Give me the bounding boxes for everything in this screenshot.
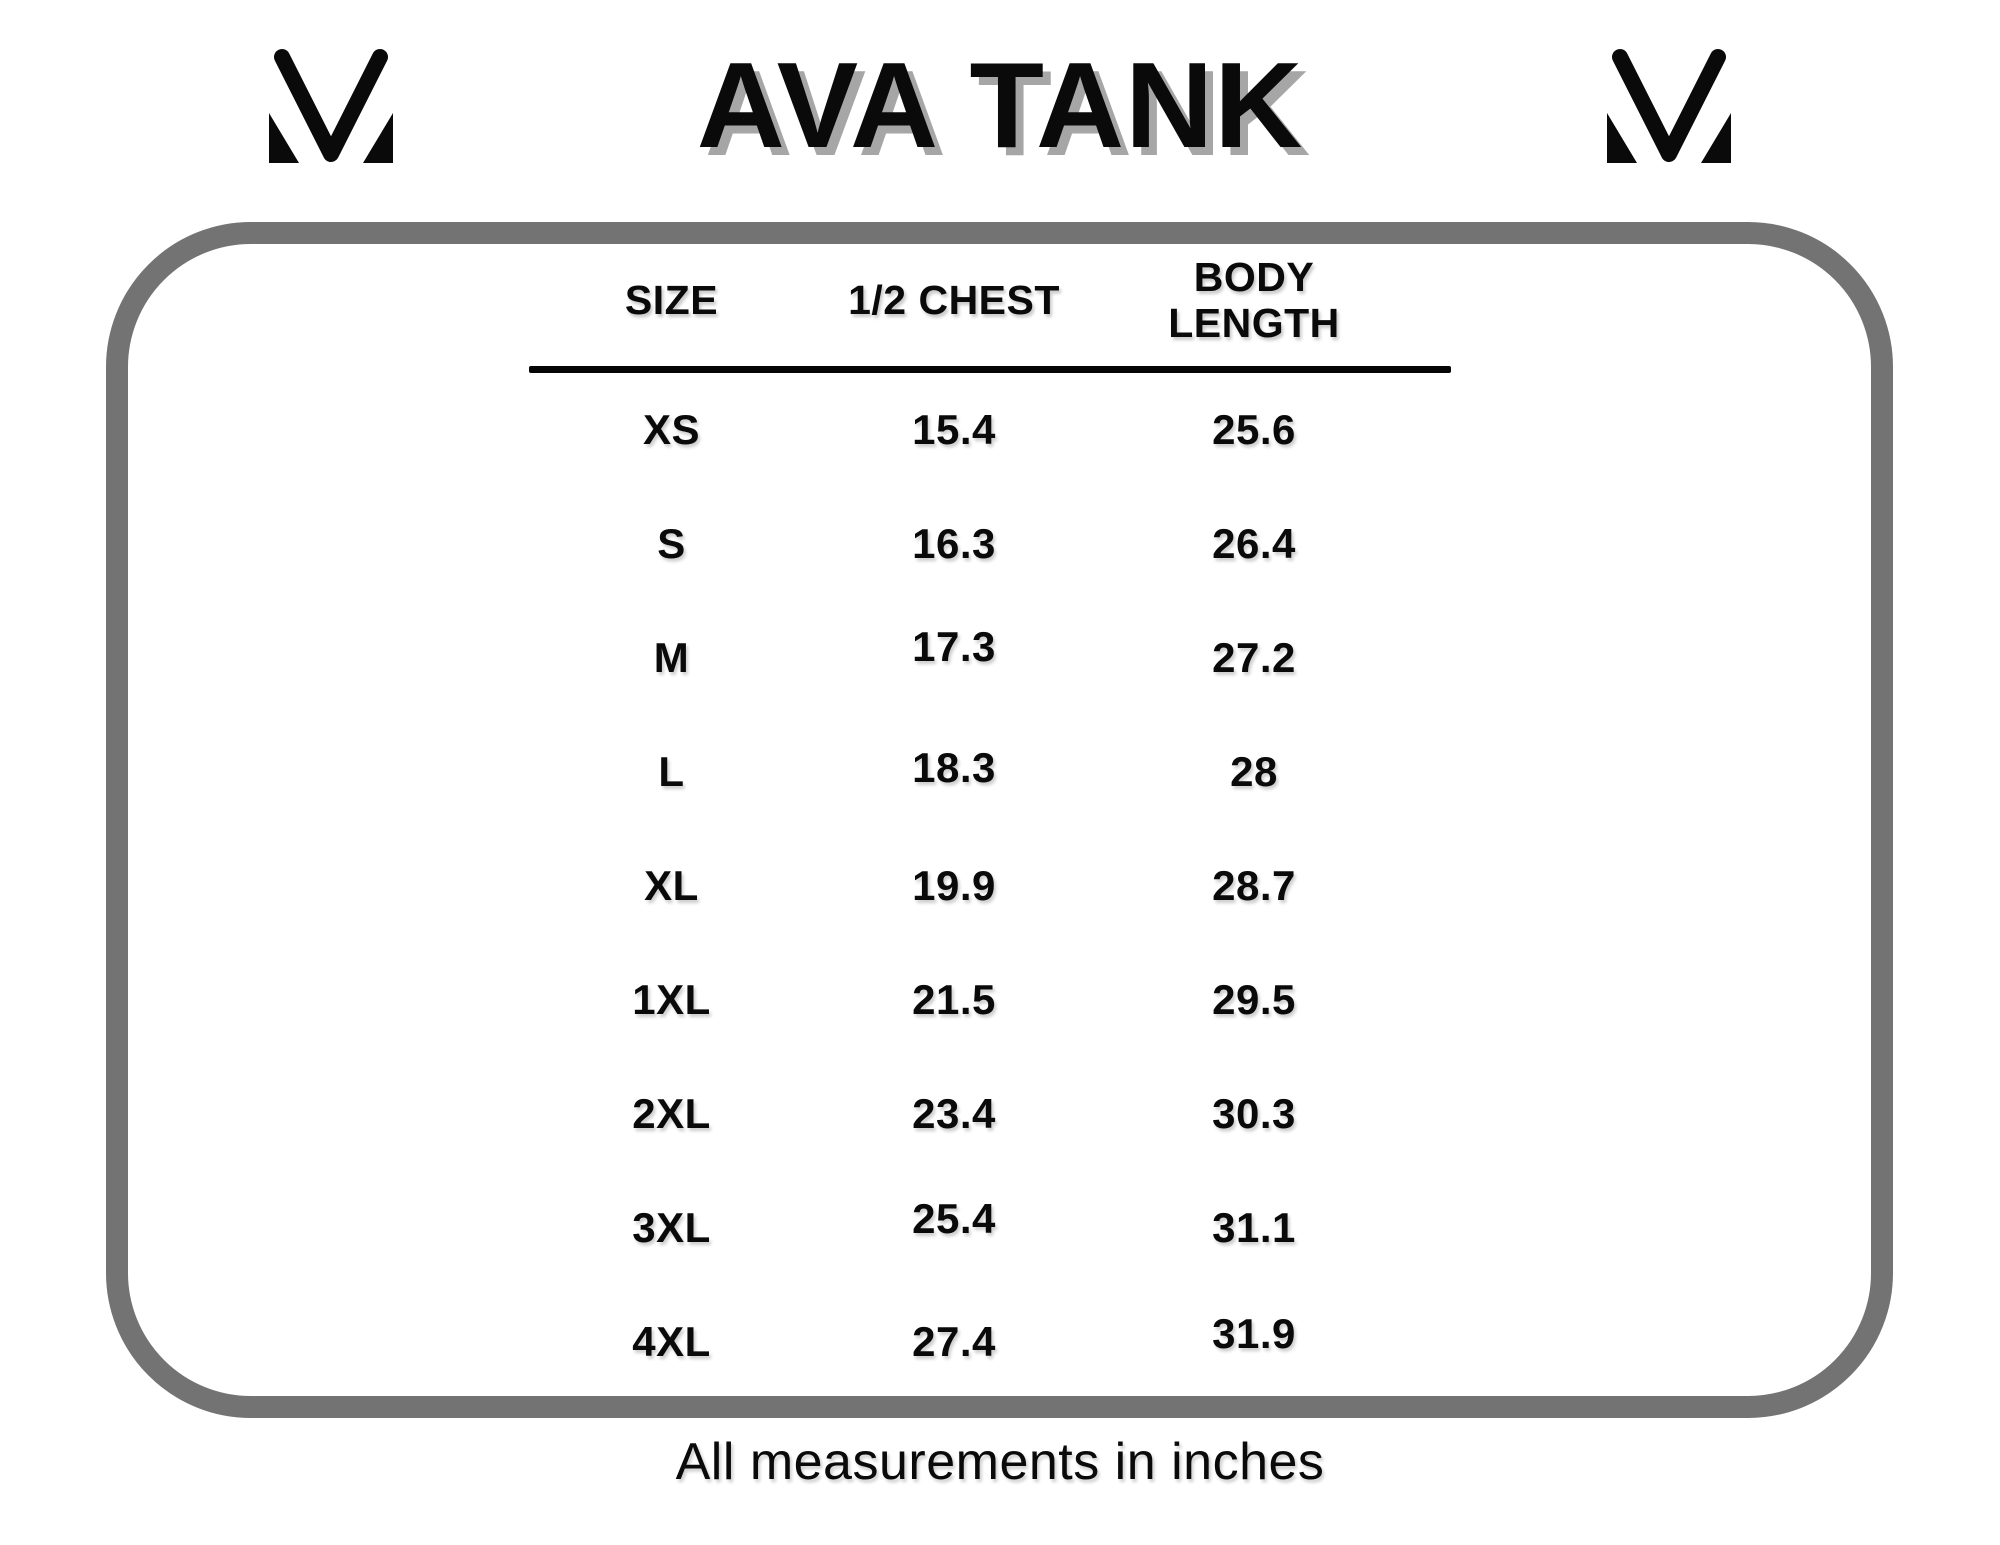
- table-row: 4XL 27.4 31.9: [529, 1285, 1451, 1399]
- body-length-cell: 30.3: [1212, 1090, 1296, 1137]
- half-chest-cell: 23.4: [912, 1090, 996, 1137]
- half-chest-cell: 21.5: [912, 976, 996, 1023]
- table-row: 2XL 23.4 30.3: [529, 1057, 1451, 1171]
- size-cell: 1XL: [632, 976, 711, 1023]
- measurements-footnote: All measurements in inches: [675, 1433, 1325, 1491]
- body-length-cell: 28.7: [1212, 862, 1296, 909]
- table-header-row: SIZE 1/2 CHEST BODY LENGTH: [529, 236, 1451, 366]
- half-chest-cell: 17.3: [912, 623, 996, 670]
- size-cell: XS: [642, 406, 701, 453]
- body-length-cell: 27.2: [1212, 634, 1296, 681]
- body-length-cell: 31.9: [1212, 1310, 1296, 1357]
- column-header-half-chest: 1/2 CHEST: [848, 277, 1060, 324]
- size-cell: XL: [644, 862, 699, 909]
- size-chart-frame: [106, 222, 1893, 1418]
- half-chest-cell: 16.3: [912, 520, 996, 567]
- table-row: 3XL 25.4 31.1: [529, 1171, 1451, 1285]
- logo-left-triangle: [269, 113, 299, 163]
- table-row: M 17.3 27.2: [529, 601, 1451, 715]
- body-length-cell: 28: [1230, 748, 1278, 795]
- page-title: AVA TANK: [696, 37, 1304, 173]
- table-row: L 18.3 28: [529, 715, 1451, 829]
- header-divider-line: [529, 366, 1451, 373]
- half-chest-cell: 27.4: [912, 1318, 996, 1365]
- logo-right-triangle: [1701, 113, 1731, 163]
- table-row: S 16.3 26.4: [529, 487, 1451, 601]
- size-cell: M: [653, 634, 690, 681]
- size-chart-table: SIZE 1/2 CHEST BODY LENGTH XS 15.4 25.6 S 16…: [529, 236, 1451, 1399]
- brand-m-logo-icon: [269, 49, 393, 163]
- logo-v-stroke: [274, 49, 388, 162]
- table-row: XS 15.4 25.6: [529, 373, 1451, 487]
- column-header-size: SIZE: [624, 277, 719, 324]
- column-header-body-length: BODY LENGTH: [1168, 254, 1340, 346]
- body-length-cell: 29.5: [1212, 976, 1296, 1023]
- body-length-cell: 25.6: [1212, 406, 1296, 453]
- size-cell: 4XL: [632, 1318, 711, 1365]
- size-cell: S: [657, 520, 686, 567]
- brand-m-logo-icon: [1607, 49, 1731, 163]
- half-chest-cell: 18.3: [912, 744, 996, 791]
- size-cell: 2XL: [632, 1090, 711, 1137]
- body-length-cell: 31.1: [1212, 1204, 1296, 1251]
- table-body: XS 15.4 25.6 S 16.3 26.4 M 17.3 27.2 L 18.3 28 XL 19.…: [529, 373, 1451, 1399]
- half-chest-cell: 25.4: [912, 1195, 996, 1242]
- table-row: 1XL 21.5 29.5: [529, 943, 1451, 1057]
- logo-right-triangle: [363, 113, 393, 163]
- size-cell: 3XL: [632, 1204, 711, 1251]
- size-cell: L: [658, 748, 685, 795]
- logo-v-stroke: [1612, 49, 1726, 162]
- body-length-cell: 26.4: [1212, 520, 1296, 567]
- half-chest-cell: 15.4: [912, 406, 996, 453]
- logo-left-triangle: [1607, 113, 1637, 163]
- table-row: XL 19.9 28.7: [529, 829, 1451, 943]
- half-chest-cell: 19.9: [912, 862, 996, 909]
